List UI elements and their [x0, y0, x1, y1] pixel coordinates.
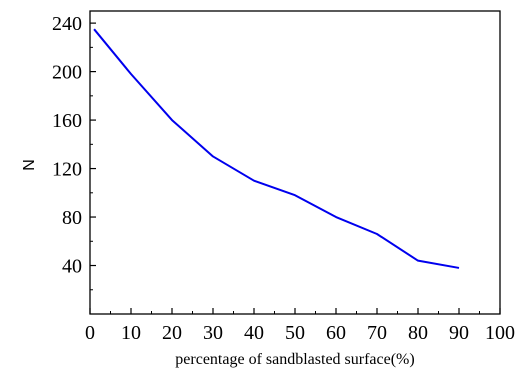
x-tick-label-90: 90 [449, 322, 469, 344]
x-axis-ticks: 0 10 20 30 40 50 60 70 80 90 100 [85, 308, 515, 344]
y-tick-label-200: 200 [52, 62, 82, 84]
x-tick-label-0: 0 [85, 322, 95, 344]
x-tick-label-50: 50 [285, 322, 305, 344]
y-axis-ticks: 40 80 120 160 200 240 [52, 13, 96, 291]
x-tick-label-80: 80 [408, 322, 428, 344]
x-tick-label-40: 40 [244, 322, 264, 344]
x-tick-label-10: 10 [121, 322, 141, 344]
x-tick-label-30: 30 [203, 322, 223, 344]
y-tick-label-40: 40 [62, 256, 82, 278]
y-tick-label-240: 240 [52, 13, 82, 35]
series-layer [93, 28, 460, 269]
y-axis-label: N [21, 159, 38, 171]
y-tick-label-160: 160 [52, 110, 82, 132]
x-tick-label-100: 100 [485, 322, 515, 344]
x-tick-label-20: 20 [162, 322, 182, 344]
x-tick-label-60: 60 [326, 322, 346, 344]
x-axis-label: percentage of sandblasted surface(%) [175, 351, 414, 368]
x-tick-label-70: 70 [367, 322, 387, 344]
y-tick-label-120: 120 [52, 159, 82, 181]
y-tick-label-80: 80 [62, 207, 82, 229]
series-line-0 [93, 28, 460, 269]
plot-frame [89, 10, 501, 315]
